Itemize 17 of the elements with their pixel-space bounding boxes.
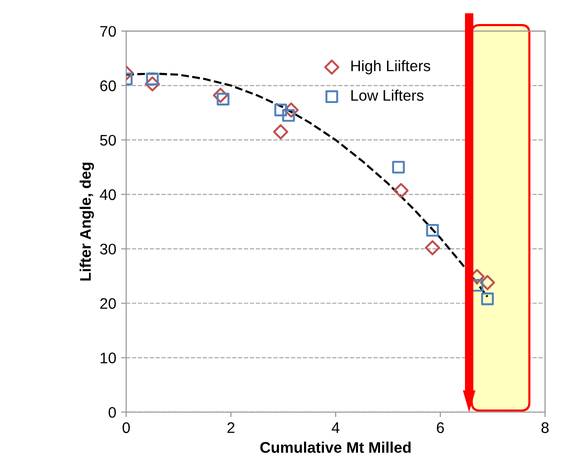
y-tick-label: 30: [100, 244, 116, 255]
x-tick-label: 4: [332, 422, 340, 433]
y-tick-label: 20: [100, 298, 116, 309]
y-tick-label: 0: [108, 406, 116, 418]
y-tick-label: 40: [100, 189, 116, 200]
legend-label: High Liifters: [351, 60, 430, 74]
x-tick-label: 8: [541, 422, 549, 434]
x-axis-title: Cumulative Mt Milled: [260, 442, 411, 453]
y-tick-label: 60: [100, 80, 116, 92]
y-tick-label: 50: [100, 134, 116, 146]
x-tick-label: 2: [227, 422, 234, 433]
x-tick-label: 6: [436, 422, 444, 434]
y-tick-label: 10: [100, 352, 116, 364]
legend-label: Low Lifters: [351, 90, 424, 101]
y-tick-label: 70: [100, 26, 116, 37]
y-axis-title: Lifter Angle, deg: [80, 162, 94, 281]
x-tick-label: 0: [122, 422, 130, 434]
